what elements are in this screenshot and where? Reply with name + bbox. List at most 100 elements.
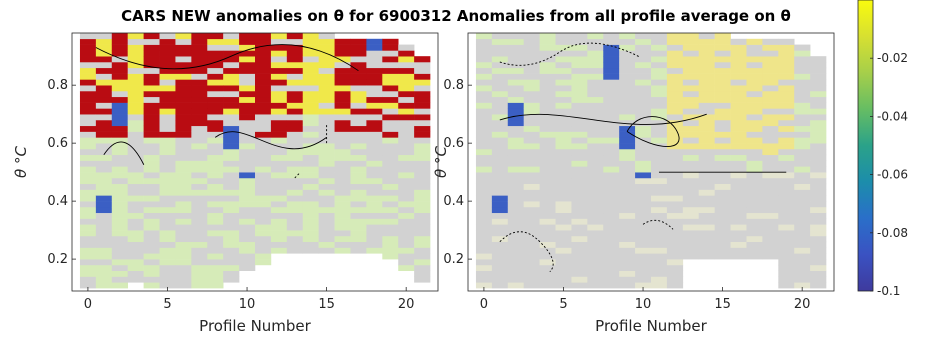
heatmap-cell	[682, 67, 700, 74]
heatmap-cell	[555, 206, 572, 214]
heatmap-cell	[366, 148, 383, 156]
heatmap-cell	[414, 241, 431, 248]
heatmap-cell	[366, 50, 383, 57]
colorbar-tick-label: -0.06	[877, 168, 908, 182]
heatmap-cell	[666, 125, 684, 132]
heatmap-cell	[414, 114, 431, 121]
heatmap-cell	[778, 56, 795, 63]
heatmap-cell	[810, 259, 827, 266]
heatmap-cell	[571, 131, 588, 138]
heatmap-cell	[523, 172, 540, 179]
heatmap-cell	[491, 85, 509, 92]
heatmap-cell	[175, 108, 192, 115]
heatmap-cell	[762, 90, 779, 98]
heatmap-cell	[159, 50, 176, 57]
heatmap-cell	[810, 218, 827, 225]
heatmap-cell	[207, 253, 224, 260]
heatmap-cell	[318, 189, 335, 196]
heatmap-cell	[286, 218, 304, 225]
heatmap-cell	[207, 50, 224, 57]
heatmap-cell	[334, 241, 351, 248]
heatmap-cell	[619, 264, 636, 272]
heatmap-cell	[794, 73, 811, 80]
heatmap-cell	[666, 195, 684, 202]
heatmap-cell	[539, 276, 556, 283]
heatmap-cell	[414, 247, 431, 254]
heatmap-cell	[207, 189, 224, 196]
heatmap-cell	[507, 282, 524, 289]
heatmap-cell	[682, 90, 700, 98]
heatmap-cell	[223, 259, 240, 266]
heatmap-cell	[175, 102, 192, 109]
heatmap-cell	[587, 241, 604, 248]
heatmap-cell	[682, 160, 700, 167]
heatmap-cell	[619, 224, 636, 231]
heatmap-cell	[666, 61, 684, 69]
heatmap-cell	[334, 79, 351, 86]
heatmap-cell	[302, 44, 319, 51]
heatmap-cell	[302, 212, 319, 219]
heatmap-cell	[414, 67, 431, 74]
heatmap-cell	[350, 67, 367, 74]
heatmap-cell	[507, 224, 524, 231]
heatmap-cell	[475, 56, 493, 63]
heatmap-cell	[175, 195, 192, 202]
contour-lines	[95, 44, 359, 179]
heatmap-cell	[79, 154, 97, 161]
heatmap-cell	[111, 125, 128, 132]
heatmap-cell	[207, 235, 224, 243]
heatmap-cell	[555, 230, 572, 237]
heatmap-cell	[414, 201, 431, 208]
heatmap-cell	[523, 224, 540, 231]
heatmap-cell	[223, 276, 240, 283]
heatmap-cell	[175, 137, 192, 144]
heatmap-cell	[318, 160, 335, 167]
heatmap-cell	[318, 79, 335, 86]
heatmap-cell	[350, 154, 367, 161]
heatmap-cell	[334, 131, 351, 138]
heatmap-cell	[111, 270, 128, 277]
heatmap-cell	[366, 143, 383, 150]
heatmap-cell	[350, 160, 367, 167]
heatmap-cell	[603, 189, 620, 196]
heatmap-cell	[191, 102, 208, 109]
heatmap-cell	[318, 125, 335, 132]
y-tick-label: 0.6	[47, 136, 68, 151]
heatmap-cell	[255, 247, 272, 254]
heatmap-cell	[810, 73, 827, 80]
heatmap-cell	[382, 212, 399, 219]
heatmap-cell	[270, 160, 288, 167]
heatmap-cell	[587, 119, 604, 127]
heatmap-cell	[698, 177, 715, 185]
heatmap-cell	[666, 177, 684, 185]
heatmap-cell	[507, 183, 524, 190]
heatmap-cell	[651, 264, 668, 272]
heatmap-cell	[191, 143, 208, 150]
heatmap-cell	[159, 247, 176, 254]
heatmap-cell	[79, 189, 97, 196]
heatmap-cell	[207, 154, 224, 161]
heatmap-cell	[127, 38, 144, 45]
heatmap-cell	[571, 212, 588, 219]
heatmap-cell	[255, 56, 272, 63]
heatmap-cell	[794, 148, 811, 156]
heatmap-cell	[207, 38, 224, 45]
heatmap-cell	[159, 201, 176, 208]
heatmap-cell	[239, 160, 256, 167]
heatmap-cell	[286, 195, 304, 202]
heatmap-cell	[475, 96, 493, 103]
heatmap-cell	[698, 44, 715, 51]
heatmap-cell	[270, 131, 288, 138]
heatmap-cell	[651, 33, 668, 40]
heatmap-cell	[603, 264, 620, 272]
heatmap-cell	[746, 241, 763, 248]
heatmap-cell	[398, 114, 415, 121]
heatmap-cell	[382, 235, 399, 243]
heatmap-cell	[523, 114, 540, 121]
heatmap-cell	[555, 125, 572, 132]
heatmap-cell	[79, 102, 97, 109]
heatmap-cell	[794, 137, 811, 144]
heatmap-cell	[635, 108, 652, 115]
heatmap-cell	[507, 38, 524, 45]
heatmap-cell	[159, 108, 176, 115]
